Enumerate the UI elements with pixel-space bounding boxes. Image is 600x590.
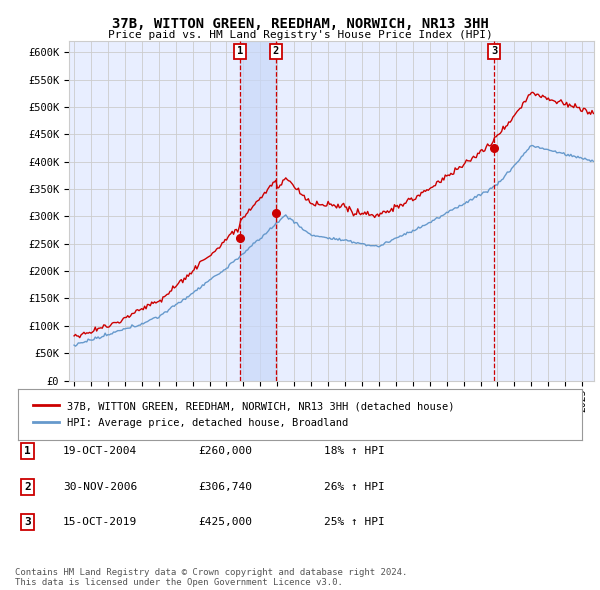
Legend: 37B, WITTON GREEN, REEDHAM, NORWICH, NR13 3HH (detached house), HPI: Average pri: 37B, WITTON GREEN, REEDHAM, NORWICH, NR1… bbox=[29, 397, 459, 432]
Text: 18% ↑ HPI: 18% ↑ HPI bbox=[324, 447, 385, 456]
Text: Contains HM Land Registry data © Crown copyright and database right 2024.
This d: Contains HM Land Registry data © Crown c… bbox=[15, 568, 407, 587]
Text: 2: 2 bbox=[273, 47, 279, 57]
Text: 30-NOV-2006: 30-NOV-2006 bbox=[63, 482, 137, 491]
Text: 1: 1 bbox=[24, 447, 31, 456]
Text: £306,740: £306,740 bbox=[198, 482, 252, 491]
Text: 1: 1 bbox=[237, 47, 243, 57]
Text: 26% ↑ HPI: 26% ↑ HPI bbox=[324, 482, 385, 491]
Text: Price paid vs. HM Land Registry's House Price Index (HPI): Price paid vs. HM Land Registry's House … bbox=[107, 30, 493, 40]
Text: 19-OCT-2004: 19-OCT-2004 bbox=[63, 447, 137, 456]
Text: 3: 3 bbox=[491, 47, 497, 57]
Text: 25% ↑ HPI: 25% ↑ HPI bbox=[324, 517, 385, 527]
Bar bbox=[240, 41, 276, 381]
Text: 3: 3 bbox=[24, 517, 31, 527]
Text: 37B, WITTON GREEN, REEDHAM, NORWICH, NR13 3HH: 37B, WITTON GREEN, REEDHAM, NORWICH, NR1… bbox=[112, 17, 488, 31]
Text: 2: 2 bbox=[24, 482, 31, 491]
Text: £425,000: £425,000 bbox=[198, 517, 252, 527]
Text: £260,000: £260,000 bbox=[198, 447, 252, 456]
Text: 15-OCT-2019: 15-OCT-2019 bbox=[63, 517, 137, 527]
